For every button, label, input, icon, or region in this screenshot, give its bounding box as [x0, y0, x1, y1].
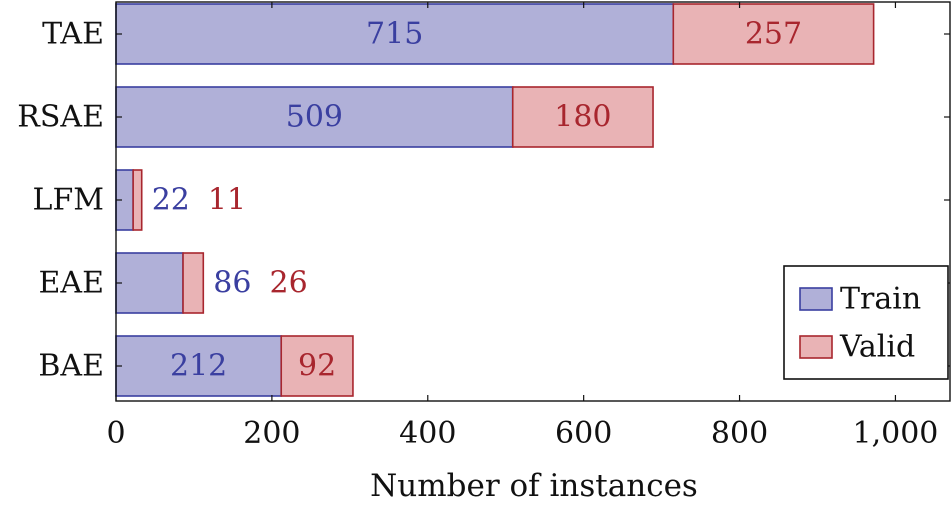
bars-layer	[115, 3, 875, 397]
value-labels-layer: TAE 715 257 RSAE 509 180 LFM 22 11 EAE 86 26 BAE 212 9…	[17, 17, 802, 384]
x-tick-label: 200	[243, 416, 300, 451]
bar-train-eae	[115, 252, 184, 314]
legend: Train Valid	[783, 265, 949, 380]
value-label-valid-bae: 92	[298, 349, 336, 384]
bar-train-bae	[115, 335, 283, 397]
x-axis-title: Number of instances	[370, 468, 698, 502]
x-tick-label: 1,000	[852, 416, 938, 451]
bar-valid-eae	[182, 252, 205, 314]
bar-valid-lfm	[132, 169, 143, 231]
value-label-train-eae: 86	[213, 266, 251, 301]
x-tick-label: 400	[399, 416, 456, 451]
plot-frame	[115, 1, 951, 402]
axes-layer: 0 200 400 600 800 1,000	[106, 1, 951, 451]
bar-train-rsae	[115, 86, 514, 148]
x-tick-label: 800	[711, 416, 768, 451]
bar-train-tae	[115, 3, 675, 65]
bar-valid-bae	[280, 335, 354, 397]
legend-swatch-train	[799, 287, 833, 311]
legend-label-train: Train	[840, 282, 921, 317]
category-label-rsae: RSAE	[17, 100, 104, 135]
bar-valid-rsae	[511, 86, 654, 148]
legend-swatch-valid	[799, 335, 833, 359]
value-label-valid-rsae: 180	[554, 100, 611, 135]
category-label-tae: TAE	[42, 17, 104, 52]
bar-valid-tae	[672, 3, 875, 65]
value-label-train-tae: 715	[366, 17, 423, 52]
value-label-train-bae: 212	[170, 349, 227, 384]
value-label-train-lfm: 22	[152, 183, 190, 218]
value-label-valid-tae: 257	[745, 17, 802, 52]
category-label-eae: EAE	[39, 266, 104, 301]
value-label-valid-eae: 26	[269, 266, 307, 301]
category-label-lfm: LFM	[33, 183, 104, 218]
category-label-bae: BAE	[38, 349, 104, 384]
value-label-valid-lfm: 11	[208, 183, 246, 218]
value-label-train-rsae: 509	[286, 100, 343, 135]
x-tick-label: 0	[106, 416, 125, 451]
legend-box	[783, 265, 949, 380]
legend-label-valid: Valid	[839, 330, 915, 365]
x-tick-label: 600	[555, 416, 612, 451]
